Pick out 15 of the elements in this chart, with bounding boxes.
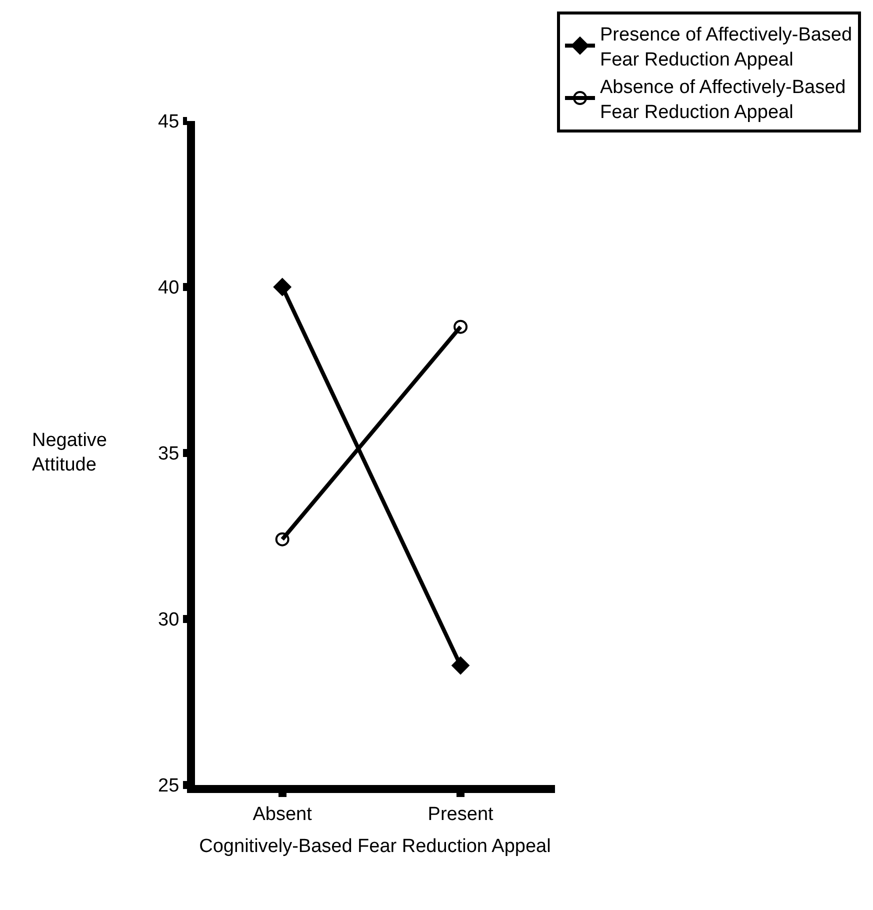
legend-label: Presence of Affectively-Based Fear Reduction Appeal: [600, 24, 852, 70]
y-tick-label: 45: [158, 112, 180, 133]
point: [452, 656, 470, 674]
legend-label: Absence of Affectively-Based Fear Reduction Appeal: [600, 77, 846, 123]
point: [275, 532, 290, 546]
point: [274, 278, 292, 296]
x-axis-title: Cognitively-Based Fear Reduction Appeal: [199, 836, 551, 858]
y-tick-label: 30: [158, 610, 180, 631]
y-tick-label: 35: [158, 444, 180, 465]
y-tick-label: 40: [158, 278, 180, 299]
point: [454, 320, 468, 334]
y-axis-title: Negative Attitude: [32, 430, 107, 476]
x-tick-label: Absent: [252, 804, 313, 825]
y-tick-label: 25: [158, 776, 180, 797]
x-tick-label: Present: [428, 804, 494, 825]
